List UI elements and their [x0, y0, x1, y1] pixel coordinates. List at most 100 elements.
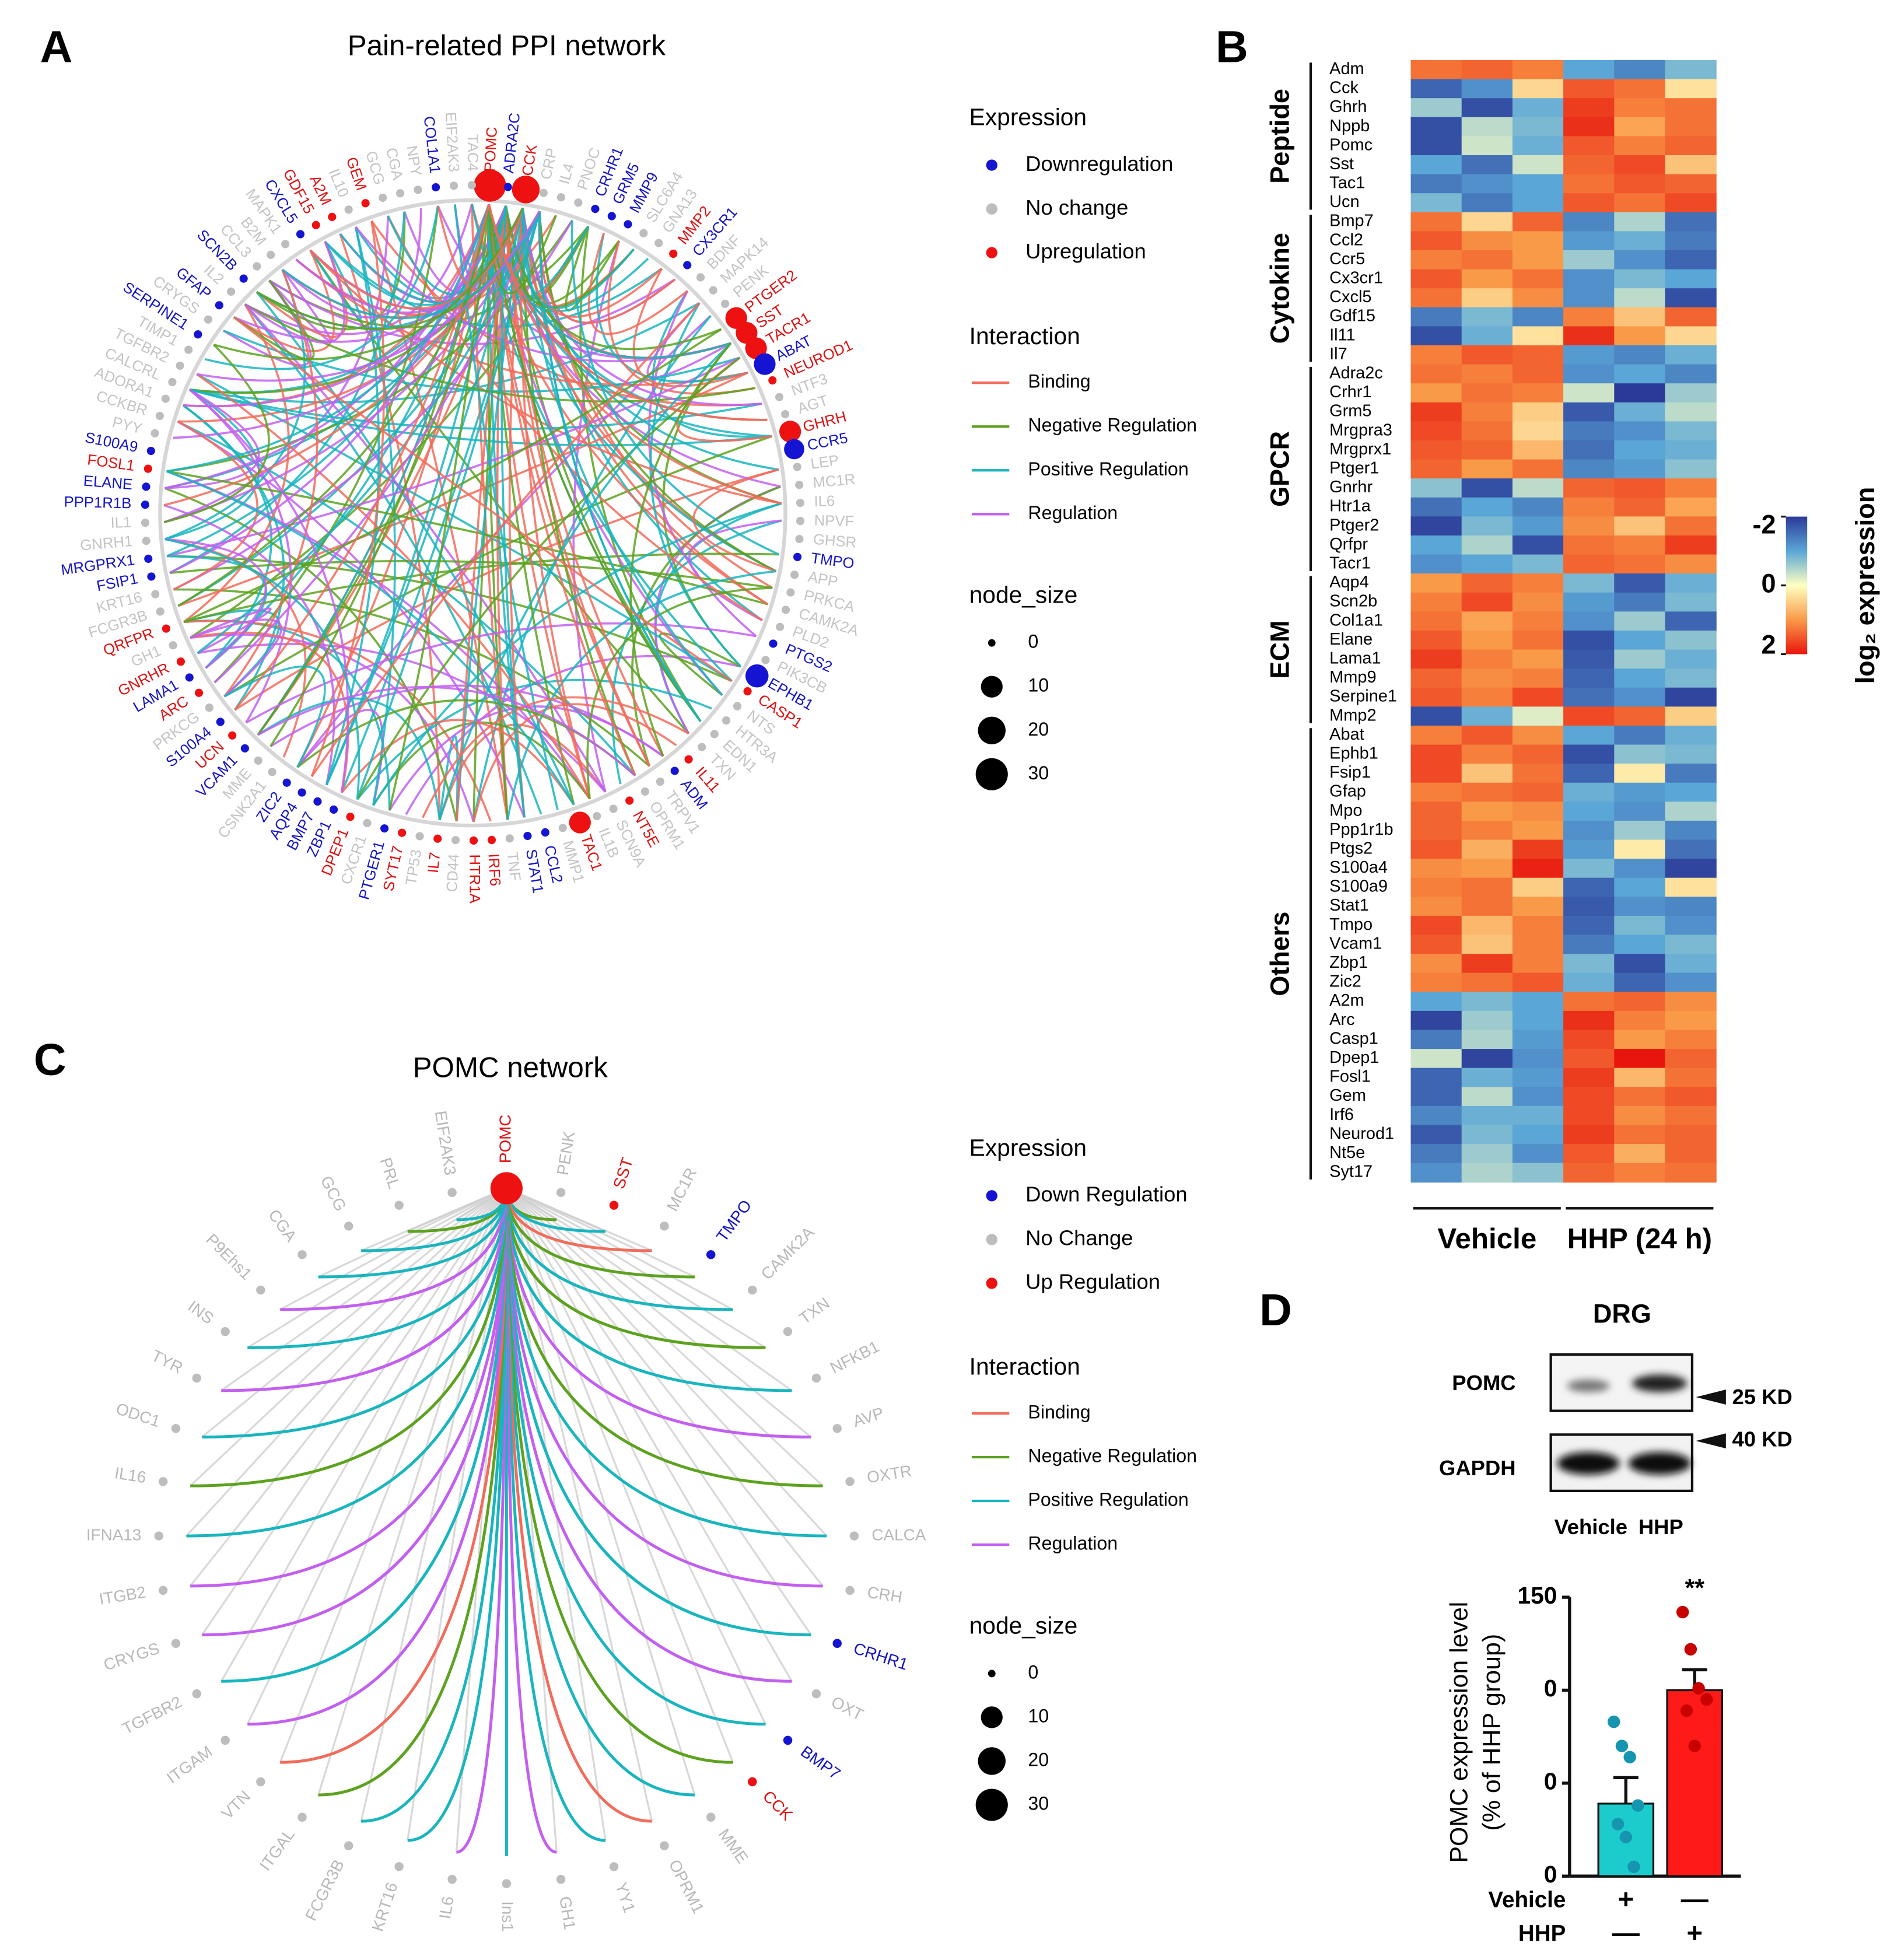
- heatmap-cell: [1563, 1087, 1615, 1107]
- node: [396, 189, 405, 198]
- row-label: Ccr5: [1329, 250, 1365, 268]
- node: [660, 1841, 669, 1850]
- node: [176, 657, 185, 666]
- heatmap-cell: [1665, 725, 1717, 746]
- node: [447, 1188, 457, 1198]
- heatmap-cell: [1614, 802, 1666, 821]
- heatmap-cell: [1512, 725, 1564, 746]
- node-label: TXN: [796, 1294, 832, 1328]
- heatmap-cell: [1563, 782, 1615, 803]
- node: [660, 1222, 669, 1231]
- legend-size-dot: [975, 1788, 1008, 1821]
- data-point: [1684, 1643, 1697, 1656]
- node-label: ITGAL: [256, 1825, 298, 1874]
- node: [769, 639, 778, 648]
- row-label: Scn2b: [1329, 592, 1377, 611]
- heatmap-cell: [1512, 1163, 1564, 1183]
- heatmap-cell: [1563, 1105, 1615, 1126]
- node: [776, 622, 785, 631]
- heatmap-cell: [1614, 935, 1666, 955]
- node-label: CCK: [519, 144, 540, 177]
- node: [793, 463, 801, 471]
- node: [656, 777, 664, 786]
- edge: [221, 1188, 508, 1683]
- row-label: Qrfpr: [1329, 535, 1368, 554]
- node: [168, 377, 177, 387]
- heatmap-cell: [1461, 802, 1513, 821]
- heatmap-cell: [1614, 1030, 1666, 1050]
- heatmap-cell: [1461, 98, 1513, 118]
- node: [558, 824, 567, 832]
- heatmap-cell: [1461, 231, 1513, 251]
- heatmap-cell: [1614, 250, 1666, 270]
- node-label: IL1: [110, 514, 132, 531]
- row-label: Abat: [1329, 725, 1364, 744]
- node-label: AVP: [850, 1404, 886, 1430]
- heatmap-cell: [1410, 79, 1462, 99]
- heatmap-cell: [1614, 60, 1666, 80]
- edge: [182, 404, 285, 711]
- row-label: Grm5: [1329, 402, 1371, 421]
- edge: [202, 1188, 508, 1637]
- heatmap-cell: [1563, 1125, 1615, 1145]
- heatmap-cell: [1410, 60, 1462, 80]
- heatmap-cell: [1563, 117, 1615, 137]
- legend-title: Interaction: [969, 1353, 1080, 1380]
- heatmap-cell: [1410, 1068, 1462, 1088]
- heatmap-cell: [1563, 992, 1615, 1012]
- node-label: MME: [715, 1825, 752, 1867]
- heatmap-cell: [1665, 136, 1717, 156]
- edge: [190, 1188, 508, 1588]
- edge: [309, 249, 690, 734]
- row-label: Mmp9: [1329, 668, 1376, 687]
- heatmap-cell: [1614, 1125, 1666, 1145]
- arrow: [1696, 1390, 1726, 1405]
- heatmap-cell: [1563, 440, 1615, 460]
- heatmap-cell: [1461, 497, 1513, 517]
- heatmap-cell: [1665, 839, 1717, 860]
- row-label: Adm: [1329, 60, 1364, 78]
- heatmap-cell: [1614, 592, 1666, 612]
- heatmap-cell: [1512, 307, 1564, 327]
- row-label: Il11: [1329, 326, 1356, 344]
- heatmap-cell: [1461, 1163, 1513, 1183]
- legend-size-dot: [988, 1670, 996, 1678]
- blot-lane-label: HHP: [1639, 1515, 1683, 1539]
- node-label: PENK: [554, 1130, 579, 1177]
- node-label: TNF: [504, 851, 523, 882]
- edge: [521, 208, 635, 309]
- heatmap-cell: [1512, 554, 1564, 575]
- heatmap-cell: [1563, 802, 1615, 821]
- row-label: Casp1: [1329, 1029, 1378, 1048]
- node: [158, 1586, 168, 1595]
- legend-size-label: 20: [1028, 1749, 1049, 1770]
- condition-label: Vehicle: [1488, 1887, 1566, 1912]
- node-label: NPY: [403, 144, 424, 177]
- heatmap-cell: [1461, 839, 1513, 860]
- node-label: FOSL1: [86, 452, 136, 474]
- heatmap-cell: [1563, 136, 1615, 156]
- node: [192, 1689, 201, 1699]
- heatmap-cell: [1410, 1087, 1462, 1107]
- heatmap-cell: [1461, 649, 1513, 670]
- node-label: OXTR: [866, 1462, 913, 1487]
- legend-size-label: 30: [1028, 1793, 1049, 1814]
- heatmap-cell: [1665, 288, 1717, 308]
- node: [297, 788, 306, 797]
- heatmap-cell: [1665, 859, 1717, 878]
- node: [451, 836, 460, 845]
- heatmap-cell: [1563, 288, 1615, 308]
- heatmap-cell: [1614, 744, 1666, 765]
- node: [146, 446, 155, 456]
- node-label: TGFBR2: [120, 1693, 185, 1738]
- node: [654, 239, 663, 247]
- heatmap-cell: [1512, 935, 1564, 955]
- heatmap-cell: [1410, 307, 1462, 327]
- heatmap-cell: [1410, 117, 1462, 137]
- edge: [244, 204, 473, 335]
- legend-dot: [986, 247, 997, 258]
- edge: [164, 538, 360, 800]
- heatmap-cell: [1410, 915, 1462, 936]
- row-label: Aqp4: [1329, 573, 1369, 592]
